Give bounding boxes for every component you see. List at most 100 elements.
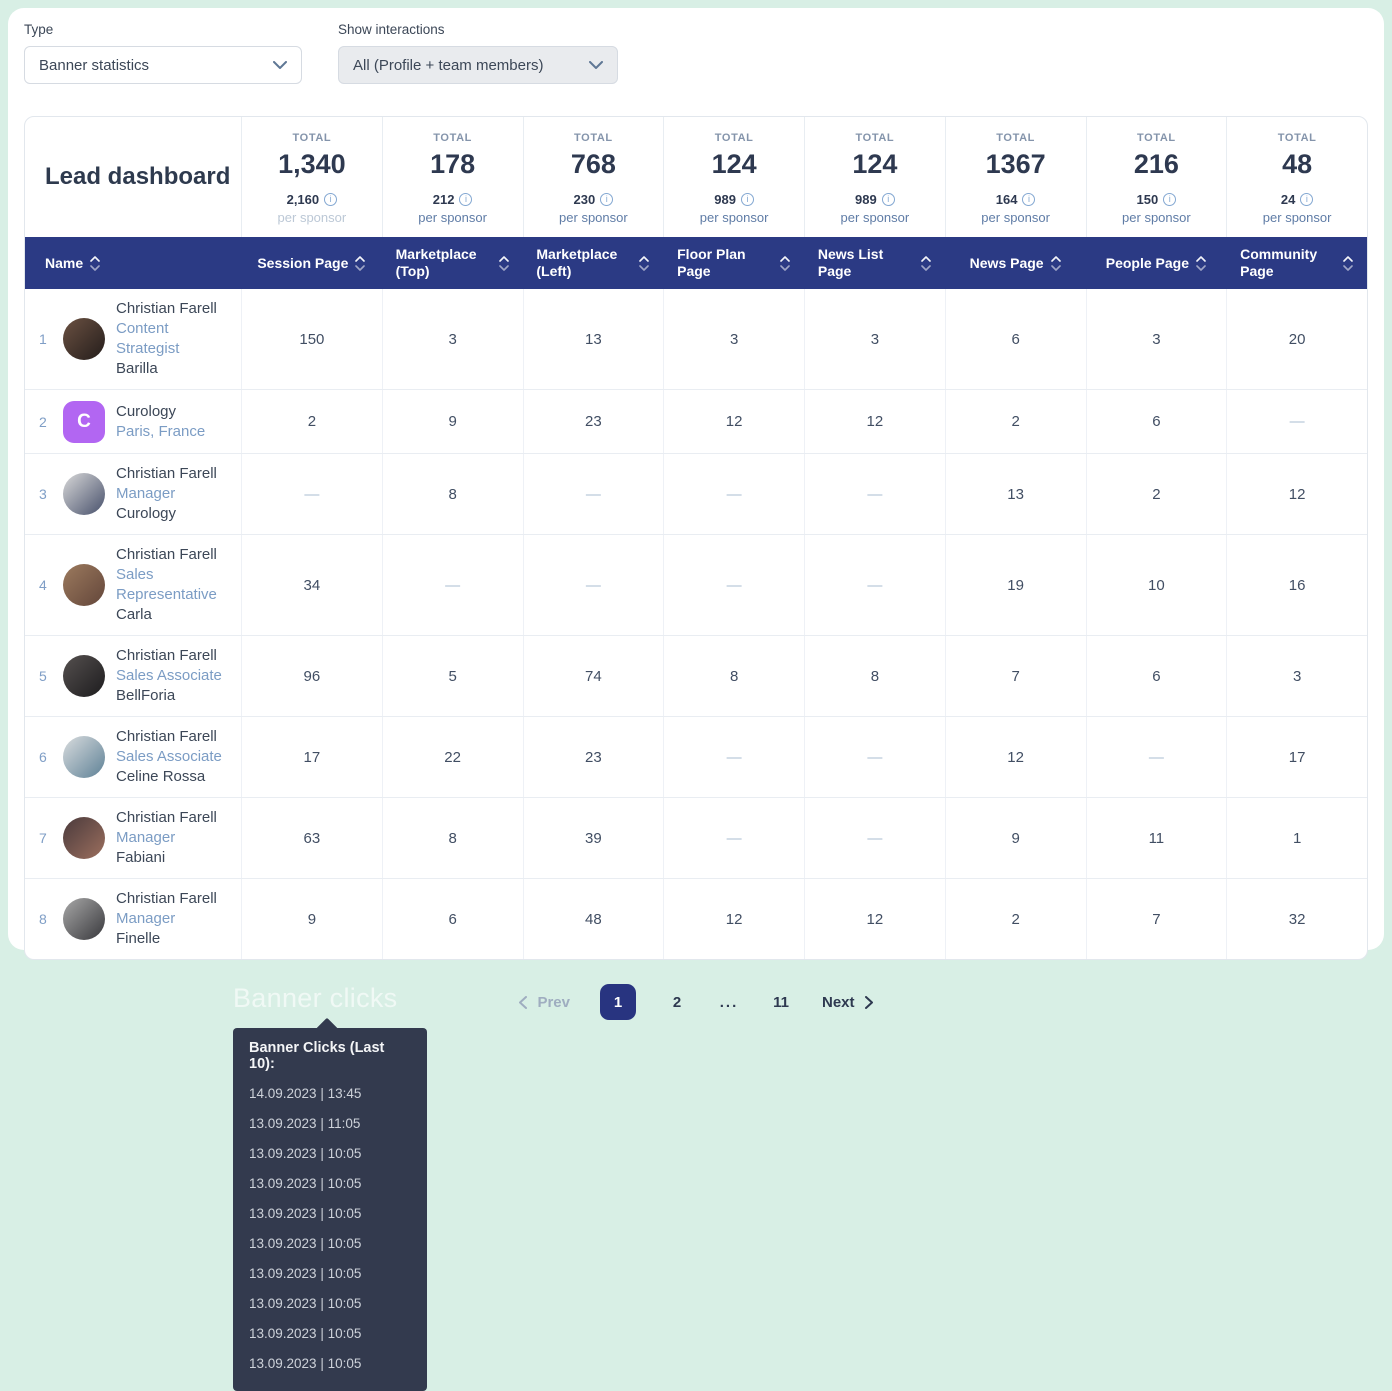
sort-chevron-up-icon <box>780 255 790 262</box>
stat-cell: 8 <box>663 636 804 716</box>
page-button-1[interactable]: 1 <box>600 984 636 1020</box>
type-select-value: Banner statistics <box>39 56 150 74</box>
stat-cell: 96 <box>241 636 382 716</box>
info-icon[interactable]: i <box>324 192 338 206</box>
person-name: Curology <box>116 402 177 420</box>
sort-chevron-down-icon <box>639 264 650 271</box>
stat-cell: 10 <box>1085 535 1227 635</box>
sort-chevron-down-icon <box>1343 264 1353 271</box>
stat-cell: 17 <box>241 717 382 797</box>
banner-click-entry: 13.09.2023 | 11:05 <box>249 1116 361 1131</box>
per-sponsor-label: per sponsor <box>981 209 1050 225</box>
stat-cell: — <box>1226 390 1367 453</box>
column-header[interactable]: People Page <box>1086 237 1227 289</box>
stat-cell: 7 <box>1085 879 1227 959</box>
column-header[interactable]: Marketplace (Left) <box>523 237 664 289</box>
sort-chevron-up-icon <box>921 255 931 262</box>
stat-cell: 19 <box>944 535 1086 635</box>
person-company: BellForia <box>116 687 176 704</box>
sort-icons <box>639 255 650 271</box>
stat-cell: 8 <box>804 636 945 716</box>
column-header[interactable]: Marketplace (Top) <box>382 237 523 289</box>
person-role-link[interactable]: Sales Associate <box>116 748 222 765</box>
person-role-link[interactable]: Manager <box>116 910 176 927</box>
name-cell: 8 Christian Farell Manager Finelle <box>25 879 241 959</box>
column-header[interactable]: Session Page <box>241 237 382 289</box>
total-label: TOTAL <box>996 131 1035 144</box>
page-ellipsis: ... <box>719 993 739 1011</box>
total-label: TOTAL <box>433 131 472 144</box>
total-value: 48 <box>1282 148 1313 179</box>
banner-click-entry: 14.09.2023 | 13:45 <box>249 1086 362 1101</box>
name-cell: 4 Christian Farell Sales Representative … <box>25 535 241 635</box>
sort-chevron-down-icon <box>780 264 790 271</box>
next-button[interactable]: Next <box>822 994 873 1011</box>
stat-cell: 17 <box>1226 717 1367 797</box>
total-value: 768 <box>570 148 616 179</box>
info-icon[interactable]: i <box>459 192 473 206</box>
stat-cell: — <box>381 535 523 635</box>
info-icon[interactable]: i <box>881 192 895 206</box>
person-role-link[interactable]: Manager <box>116 485 176 502</box>
info-icon[interactable]: i <box>1300 192 1314 206</box>
total-value: 178 <box>430 148 476 179</box>
person-name: Christian Farell <box>116 728 217 745</box>
total-stat: TOTAL 1,340 2,160 i per sponsor <box>241 117 382 237</box>
person-name: Christian Farell <box>116 647 217 664</box>
person-name: Christian Farell <box>116 890 217 907</box>
column-header[interactable]: Name <box>25 237 241 289</box>
person-name: Christian Farell <box>116 300 217 317</box>
stat-cell: — <box>663 717 804 797</box>
stat-cell: — <box>663 798 804 878</box>
info-icon[interactable]: i <box>740 192 754 206</box>
person-company: Curology <box>116 505 177 522</box>
column-header[interactable]: News Page <box>945 237 1086 289</box>
dashboard-title-cell: Lead dashboard <box>25 117 241 237</box>
total-label: TOTAL <box>1137 131 1176 144</box>
column-header[interactable]: Community Page <box>1226 237 1367 289</box>
type-label: Type <box>24 22 54 37</box>
column-header-label: Floor Plan Page <box>677 246 746 279</box>
table-row: 5 Christian Farell Sales Associate BellF… <box>25 635 1367 716</box>
person-role-link[interactable]: Sales Associate <box>116 667 222 684</box>
person-company: Barilla <box>116 360 158 377</box>
total-stat: TOTAL 768 230 i per sponsor <box>522 117 664 237</box>
person-role-link[interactable]: Paris, France <box>116 422 206 440</box>
info-icon[interactable]: i <box>1022 192 1036 206</box>
banner-clicks-tooltip: Banner Clicks (Last 10): 14.09.2023 | 13… <box>233 1028 427 1391</box>
stat-cell: 16 <box>1226 535 1367 635</box>
sort-icons <box>921 255 931 271</box>
stat-cell: 12 <box>804 390 945 453</box>
per-sponsor-value: 164 <box>995 191 1018 207</box>
sort-icons <box>90 255 100 271</box>
page-button-2[interactable]: 2 <box>672 993 682 1011</box>
info-icon[interactable]: i <box>1163 192 1177 206</box>
stat-cell: 74 <box>522 636 664 716</box>
stat-cell: 8 <box>381 798 523 878</box>
person-role-link[interactable]: Manager <box>116 829 176 846</box>
stat-cell: 6 <box>1085 636 1227 716</box>
banner-clicks-hover-label[interactable]: Banner clicks <box>233 983 398 1013</box>
person-name: Christian Farell <box>116 809 217 826</box>
table-body: 1 Christian Farell Content Strategist Ba… <box>25 289 1367 959</box>
banner-click-entry: 13.09.2023 | 10:05 <box>249 1146 362 1161</box>
prev-button[interactable]: Prev <box>519 994 570 1011</box>
person-role-link[interactable]: Content Strategist <box>116 320 180 357</box>
sort-chevron-down-icon <box>1196 264 1206 271</box>
page-button-11[interactable]: 11 <box>773 993 789 1011</box>
interactions-control: Show interactions All (Profile + team me… <box>338 22 618 84</box>
info-icon[interactable]: i <box>600 192 614 206</box>
stat-cell: 6 <box>944 289 1086 389</box>
pagination: Prev 1 2... 11 Next <box>8 984 1384 1020</box>
stat-cell: — <box>663 535 804 635</box>
type-select[interactable]: Banner statistics <box>24 46 302 84</box>
column-header[interactable]: News List Page <box>804 237 945 289</box>
stat-cell: — <box>663 454 804 534</box>
column-header[interactable]: Floor Plan Page <box>663 237 804 289</box>
stat-cell: — <box>804 454 945 534</box>
main-panel: Type Banner statistics Show interactions… <box>8 8 1384 1020</box>
person-role-link[interactable]: Sales Representative <box>116 566 217 603</box>
tooltip-title: Banner Clicks (Last 10): <box>249 1040 385 1072</box>
interactions-select[interactable]: All (Profile + team members) <box>338 46 618 84</box>
person-company: Fabiani <box>116 849 166 866</box>
